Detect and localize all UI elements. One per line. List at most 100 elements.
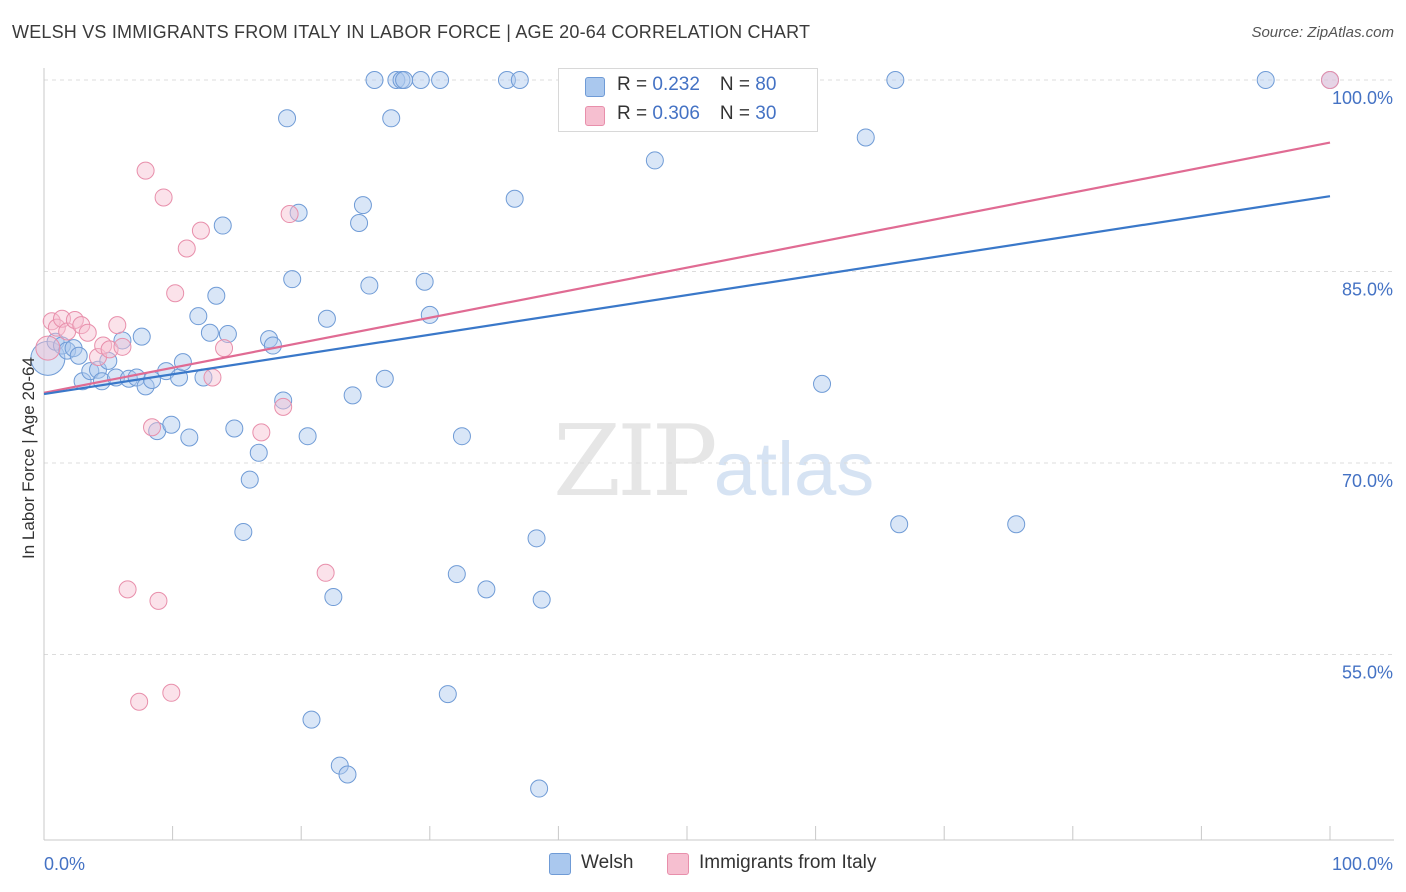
- welsh-point-75: [886, 71, 905, 89]
- grid-lines: [44, 79, 1394, 655]
- welsh-point-42: [317, 309, 336, 328]
- welsh-trend-line: [43, 195, 1331, 396]
- italy-point-17: [149, 591, 168, 610]
- welsh-point-51: [375, 369, 394, 388]
- welsh-point-15: [132, 327, 151, 346]
- welsh-point-64: [497, 71, 516, 89]
- italy-point-18: [154, 188, 173, 207]
- welsh-point-67: [527, 529, 546, 548]
- chart-title: WELSH VS IMMIGRANTS FROM ITALY IN LABOR …: [12, 22, 811, 42]
- welsh-r-label: R =: [617, 74, 653, 95]
- welsh-point-26: [200, 323, 219, 342]
- welsh-point-6: [69, 346, 88, 365]
- italy-point-14: [130, 692, 149, 711]
- welsh-point-38: [283, 270, 302, 289]
- italy-point-29: [1321, 71, 1339, 89]
- welsh-point-24: [189, 307, 208, 326]
- welsh-point-29: [218, 325, 237, 344]
- italy-n-value: 30: [755, 103, 777, 124]
- welsh-point-28: [213, 216, 232, 235]
- italy-legend-icon: [667, 853, 689, 875]
- trend-lines: [43, 141, 1331, 396]
- welsh-point-53: [387, 71, 406, 89]
- welsh-point-35: [263, 336, 282, 355]
- welsh-n-label: N =: [719, 74, 756, 95]
- italy-point-6: [72, 316, 91, 335]
- x-tick-label-1: 100.0%: [1332, 854, 1393, 874]
- welsh-swatch-icon: [585, 77, 605, 97]
- italy-point-13: [118, 580, 137, 599]
- welsh-point-55: [395, 71, 414, 89]
- watermark-atlas: atlas: [713, 427, 875, 512]
- welsh-point-63: [477, 580, 496, 599]
- welsh-legend-icon: [549, 853, 571, 875]
- welsh-point-39: [289, 203, 308, 222]
- y-tick-label-1: 85.0%: [1342, 280, 1393, 300]
- source-credit: Source: ZipAtlas.com: [1251, 24, 1394, 41]
- welsh-point-59: [431, 71, 450, 89]
- italy-swatch-icon: [585, 106, 605, 126]
- italy-point-27: [280, 205, 299, 224]
- y-axis-title: In Labor Force | Age 20-64: [19, 357, 38, 559]
- welsh-point-78: [1256, 71, 1275, 89]
- italy-point-15: [136, 161, 155, 180]
- welsh-point-41: [302, 710, 321, 729]
- welsh-point-46: [343, 386, 362, 405]
- italy-point-12: [113, 337, 132, 356]
- welsh-point-7: [81, 362, 100, 381]
- italy-point-20: [166, 284, 185, 303]
- welsh-point-57: [415, 272, 434, 291]
- axes: [43, 68, 1394, 841]
- welsh-point-37: [278, 109, 297, 128]
- welsh-point-68: [530, 779, 549, 798]
- welsh-point-27: [207, 286, 226, 305]
- welsh-legend-label: Welsh: [581, 852, 634, 873]
- italy-point-28: [316, 563, 335, 582]
- italy-point-23: [203, 368, 222, 387]
- welsh-point-43: [324, 588, 343, 607]
- welsh-point-72: [645, 151, 664, 170]
- italy-n-label: N =: [719, 103, 756, 124]
- welsh-point-52: [382, 109, 401, 128]
- italy-r-label: R =: [617, 103, 653, 124]
- welsh-point-48: [353, 196, 372, 215]
- italy-point-19: [162, 683, 181, 702]
- welsh-point-23: [180, 428, 199, 447]
- watermark-zip: ZIP: [553, 405, 718, 519]
- italy-point-0: [35, 335, 61, 361]
- tick-labels: 100.0% 85.0% 70.0% 55.0% 0.0% 100.0%: [44, 88, 1393, 874]
- welsh-point-60: [438, 685, 457, 704]
- welsh-point-20: [162, 415, 181, 434]
- italy-point-21: [177, 239, 196, 258]
- welsh-point-31: [234, 522, 253, 541]
- x-tick-label-0: 0.0%: [44, 854, 85, 874]
- welsh-point-30: [225, 419, 244, 438]
- welsh-point-36: [274, 391, 293, 410]
- legend-box: R = 0.232 N = 80 R = 0.306 N = 30: [558, 68, 818, 132]
- welsh-point-69: [532, 590, 551, 609]
- italy-point-2: [47, 318, 66, 337]
- italy-point-11: [108, 316, 127, 335]
- italy-point-24: [215, 339, 234, 358]
- welsh-point-49: [360, 276, 379, 295]
- welsh-point-66: [510, 71, 529, 89]
- welsh-n-value: 80: [755, 74, 777, 95]
- welsh-point-65: [505, 189, 524, 208]
- welsh-point-47: [350, 213, 369, 232]
- welsh-point-77: [1007, 515, 1026, 534]
- y-tick-label-0: 100.0%: [1332, 88, 1393, 108]
- italy-points: [35, 71, 1339, 711]
- y-tick-label-3: 55.0%: [1342, 663, 1393, 683]
- italy-trend-line: [43, 141, 1331, 394]
- welsh-point-62: [452, 427, 471, 446]
- welsh-r-value: 0.232: [652, 74, 700, 95]
- welsh-point-8: [89, 360, 108, 379]
- welsh-point-61: [447, 565, 466, 584]
- italy-point-26: [274, 397, 293, 416]
- welsh-point-58: [420, 305, 439, 324]
- welsh-point-40: [298, 427, 317, 446]
- italy-point-7: [78, 323, 97, 342]
- welsh-point-45: [338, 765, 357, 784]
- welsh-point-73: [813, 374, 832, 393]
